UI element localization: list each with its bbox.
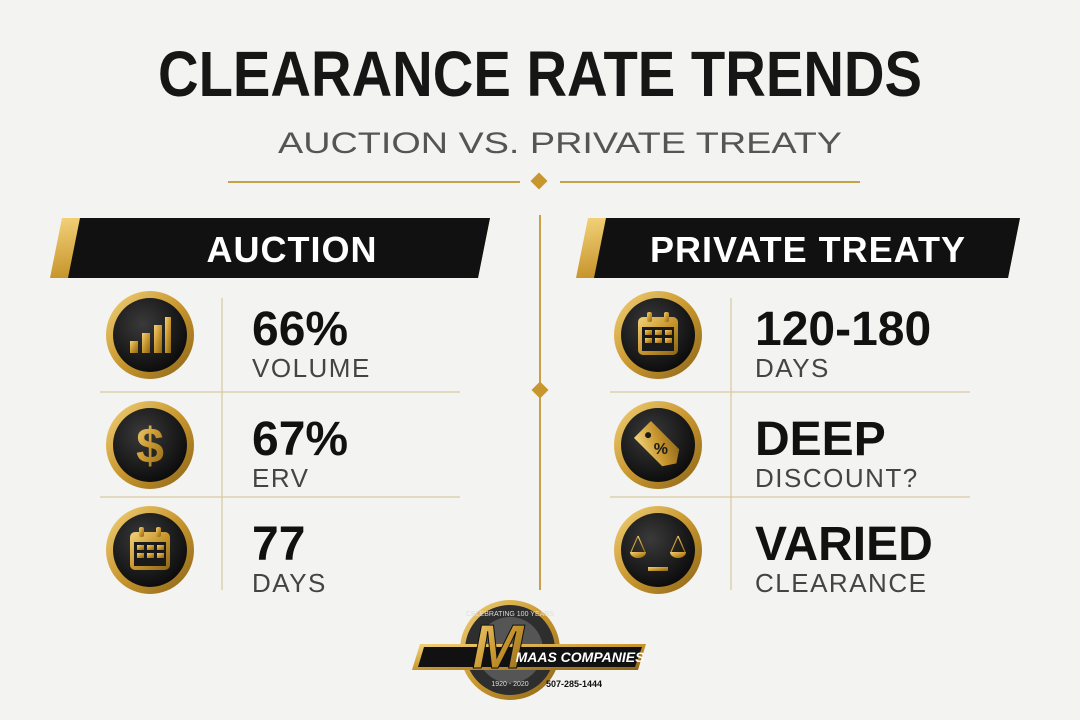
item-figure: 77 <box>252 518 305 571</box>
item-figure: VARIED <box>755 518 933 571</box>
column-heading: AUCTION <box>207 229 378 270</box>
logo-phone: 507-285-1444 <box>546 679 602 689</box>
icon-bars <box>106 291 194 379</box>
icon-dollar: $ <box>106 401 194 489</box>
subtitle: AUCTION VS. PRIVATE TREATY <box>278 127 842 160</box>
item-figure: 120-180 <box>755 303 931 356</box>
icon-tag: % <box>614 401 702 489</box>
item-label: DISCOUNT? <box>755 463 919 493</box>
items: 66%VOLUME67%ERV77DAYS120-180DAYSDEEPDISC… <box>252 303 933 598</box>
logo-ring: CELEBRATING 100 YEARS <box>466 611 554 618</box>
icon-calendar <box>106 506 194 594</box>
column-heading: PRIVATE TREATY <box>650 229 966 270</box>
item-label: DAYS <box>252 568 327 598</box>
diamond <box>531 381 549 399</box>
item-label: CLEARANCE <box>755 568 927 598</box>
item-label: ERV <box>252 463 310 493</box>
svg-text:M: M <box>472 613 525 682</box>
icon-scales <box>614 506 702 594</box>
item-figure: DEEP <box>755 413 886 466</box>
item-label: DAYS <box>755 353 830 383</box>
icon-calendar <box>614 291 702 379</box>
logo: CELEBRATING 100 YEARS 1920 - 2020 M MAAS… <box>412 600 646 700</box>
diamond <box>530 172 548 190</box>
svg-text:$: $ <box>136 418 164 474</box>
svg-text:%: % <box>654 441 668 458</box>
title: CLEARANCE RATE TRENDS <box>158 38 922 110</box>
item-figure: 67% <box>252 413 348 466</box>
banner <box>68 218 490 278</box>
logo-name: MAAS COMPANIES <box>516 649 646 665</box>
item-figure: 66% <box>252 303 348 356</box>
banner <box>594 218 1020 278</box>
logo-years: 1920 - 2020 <box>491 681 528 688</box>
item-label: VOLUME <box>252 353 371 383</box>
